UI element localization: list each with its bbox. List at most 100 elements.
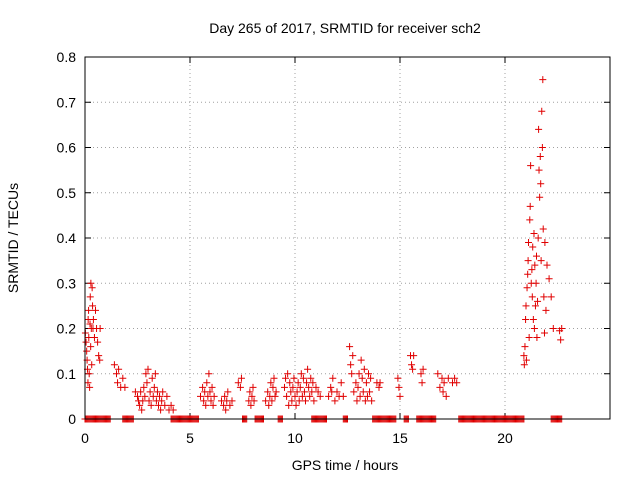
- data-point: [150, 383, 158, 391]
- data-point: [115, 365, 123, 373]
- data-point: [247, 401, 255, 409]
- data-point: [309, 379, 317, 387]
- data-point: [302, 397, 309, 405]
- data-point: [521, 343, 529, 351]
- data-point: [520, 352, 528, 360]
- data-point: [138, 406, 146, 414]
- x-tick-label: 20: [497, 430, 513, 446]
- data-point: [525, 334, 533, 342]
- data-point: [270, 374, 278, 382]
- data-point: [228, 397, 236, 405]
- data-point: [293, 388, 301, 396]
- data-point: [529, 243, 537, 251]
- data-point: [310, 397, 318, 405]
- data-point: [453, 379, 461, 387]
- data-point: [285, 401, 293, 409]
- data-point: [312, 383, 320, 391]
- data-point: [297, 370, 305, 378]
- data-point: [528, 293, 536, 301]
- data-point: [205, 370, 213, 378]
- data-point: [307, 374, 315, 382]
- data-point: [558, 325, 566, 332]
- data-point: [234, 379, 242, 387]
- data-point: [148, 374, 156, 382]
- x-tick-label: 5: [186, 430, 194, 446]
- data-point: [294, 379, 302, 387]
- data-point: [363, 392, 371, 400]
- data-point: [88, 361, 96, 369]
- data-point: [359, 388, 367, 396]
- data-point: [292, 401, 300, 409]
- data-point: [246, 388, 254, 396]
- data-point: [360, 365, 368, 373]
- data-point: [348, 370, 356, 378]
- data-point: [308, 388, 316, 396]
- data-point: [346, 343, 354, 351]
- data-point: [89, 302, 97, 310]
- data-point: [272, 388, 280, 396]
- data-point: [300, 388, 308, 396]
- data-point: [137, 388, 145, 396]
- data-point: [306, 392, 314, 400]
- data-point: [444, 374, 452, 382]
- y-tick-label: 0.1: [57, 366, 77, 382]
- data-point: [395, 383, 403, 391]
- data-point: [358, 374, 366, 382]
- data-point: [532, 279, 540, 287]
- data-point: [547, 293, 555, 301]
- chart-title: Day 265 of 2017, SRMTID for receiver sch…: [209, 20, 481, 36]
- data-point: [206, 388, 214, 396]
- y-tick-label: 0.3: [57, 275, 77, 291]
- data-point: [145, 397, 153, 405]
- data-point: [284, 370, 292, 378]
- data-point: [236, 383, 244, 391]
- data-point: [526, 216, 534, 224]
- data-point: [522, 356, 530, 364]
- data-point: [159, 388, 167, 396]
- data-point: [119, 374, 127, 382]
- data-point: [271, 392, 279, 400]
- data-point: [262, 397, 270, 405]
- data-point: [269, 383, 277, 391]
- data-point: [350, 388, 358, 396]
- data-point: [549, 325, 557, 332]
- data-point: [545, 275, 553, 283]
- data-point: [530, 229, 538, 237]
- data-point: [367, 374, 375, 382]
- data-point: [298, 392, 306, 400]
- grid-lines: [85, 57, 610, 419]
- data-point: [248, 392, 256, 400]
- data-point: [534, 234, 542, 242]
- data-point: [442, 392, 450, 400]
- data-point: [436, 383, 444, 391]
- y-axis-label: SRMTID / TECUs: [5, 183, 21, 293]
- data-point: [539, 76, 547, 84]
- data-point: [169, 406, 177, 414]
- data-point: [95, 352, 103, 360]
- data-point: [121, 383, 129, 391]
- data-point: [157, 406, 165, 414]
- y-tick-label: 0: [68, 411, 76, 427]
- data-point: [528, 266, 536, 274]
- data-point: [283, 392, 291, 400]
- data-point: [531, 302, 539, 310]
- data-point: [527, 162, 535, 170]
- data-point: [86, 293, 94, 301]
- data-point: [535, 125, 543, 133]
- data-point: [540, 293, 548, 301]
- data-point: [538, 144, 546, 151]
- data-point: [142, 370, 150, 378]
- data-point: [82, 338, 90, 346]
- data-point: [438, 374, 446, 382]
- data-point: [161, 401, 169, 409]
- x-tick-label: 10: [287, 430, 303, 446]
- y-tick-label: 0.4: [57, 230, 77, 246]
- data-point: [210, 392, 218, 400]
- data-point: [305, 383, 313, 391]
- data-point: [224, 388, 232, 396]
- x-axis-label: GPS time / hours: [292, 457, 399, 473]
- data-point: [144, 365, 152, 373]
- data-point: [434, 370, 442, 378]
- data-point: [265, 401, 273, 409]
- data-point: [87, 343, 95, 351]
